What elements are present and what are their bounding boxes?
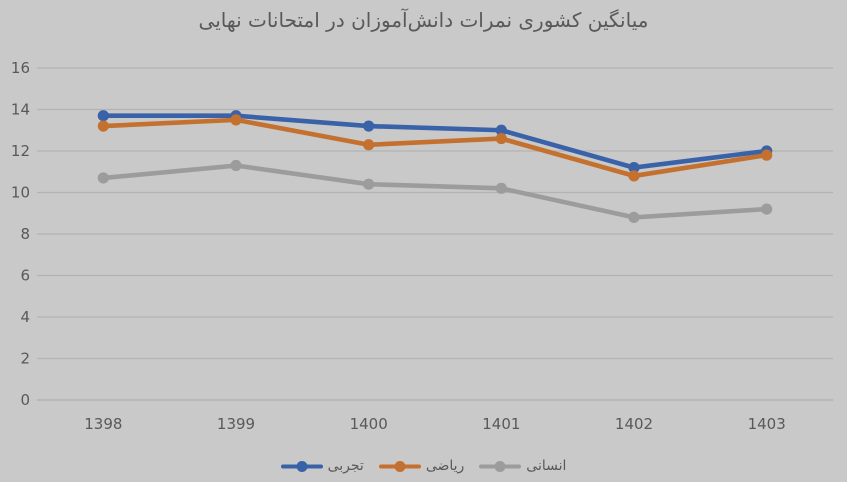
data-point-marker <box>495 182 507 194</box>
y-axis-tick-label: 0 <box>20 391 30 409</box>
data-point-marker <box>363 139 375 151</box>
data-point-marker <box>97 120 109 132</box>
legend-item-0: تجربی <box>280 458 364 474</box>
data-point-marker <box>628 162 640 174</box>
chart-title: میانگین کشوری نمرات دانش‌آموزان در امتحا… <box>198 8 649 32</box>
data-point-marker <box>230 114 242 126</box>
legend-line-marker-icon <box>479 460 522 472</box>
legend-line-marker-icon <box>378 460 421 472</box>
legend-label: انسانی <box>526 458 567 474</box>
x-axis-tick-label: 1398 <box>84 415 122 433</box>
y-axis-tick-label: 12 <box>11 142 30 160</box>
legend-item-2: انسانی <box>479 458 566 474</box>
data-point-marker <box>363 178 375 190</box>
y-axis-tick-label: 8 <box>20 225 30 243</box>
x-axis-tick-label: 1403 <box>748 415 786 433</box>
x-axis-tick-label: 1401 <box>482 415 520 433</box>
x-axis-tick-label: 1402 <box>615 415 653 433</box>
legend-label: ریاضی <box>425 458 465 474</box>
series-line-2 <box>101 163 769 220</box>
y-axis-tick-label: 6 <box>20 267 30 285</box>
data-point-marker <box>495 124 507 136</box>
y-axis-tick-label: 16 <box>11 59 30 77</box>
y-axis-tick-label: 14 <box>11 101 30 119</box>
legend-label: تجربی <box>327 458 364 474</box>
legend-item-1: ریاضی <box>378 458 465 474</box>
y-axis-tick-label: 4 <box>20 308 30 326</box>
data-point-marker <box>363 120 375 132</box>
data-point-marker <box>628 211 640 223</box>
x-axis-tick-label: 1400 <box>350 415 388 433</box>
legend: تجربی ریاضی انسانی <box>0 458 847 474</box>
y-axis-tick-label: 2 <box>20 350 30 368</box>
data-point-marker <box>495 132 507 145</box>
data-point-marker <box>97 172 109 184</box>
y-axis-tick-label: 10 <box>11 184 30 202</box>
series-line-0 <box>101 113 769 170</box>
x-axis-tick-label: 1399 <box>217 415 255 433</box>
data-point-marker <box>628 170 640 182</box>
data-point-marker <box>97 110 109 122</box>
data-point-marker <box>761 203 773 215</box>
data-point-marker <box>230 159 242 172</box>
legend-line-marker-icon <box>280 460 323 472</box>
data-point-marker <box>761 149 773 161</box>
series-line-1 <box>101 117 769 179</box>
